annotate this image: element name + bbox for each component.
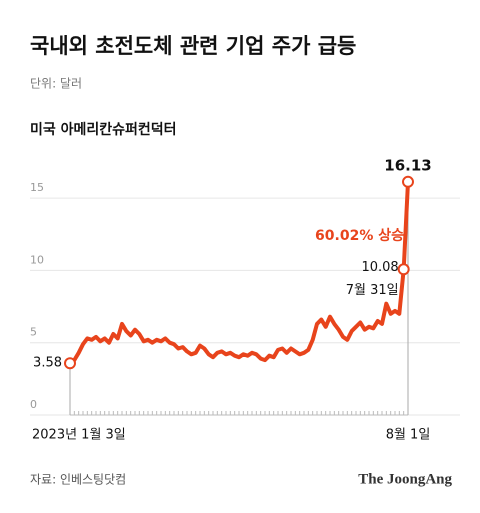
point — [402, 175, 414, 188]
value-label: 3.58 — [33, 356, 62, 371]
subtitle: 단위: 달러 — [30, 77, 82, 91]
value-label: 16.13 — [384, 156, 431, 174]
annotation: 60.02% 상승 — [315, 228, 404, 244]
title: 국내외 초전도체 관련 기업 주가 급등 — [30, 34, 356, 58]
brand: The JoongAng — [358, 471, 452, 487]
point-date: 7월 31일 — [346, 283, 399, 298]
x-tick-label: 8월 1일 — [386, 428, 431, 443]
point — [397, 263, 410, 276]
x-tick-label: 2023년 1월 3일 — [32, 428, 126, 443]
y-tick-label: 0 — [30, 398, 37, 411]
line — [68, 181, 410, 365]
y-tick-label: 15 — [30, 181, 44, 194]
source: 자료: 인베스팅닷컴 — [30, 473, 126, 487]
y-tick-label: 5 — [30, 326, 37, 339]
y-tick-label: 10 — [30, 253, 44, 266]
value-label: 10.08 — [361, 260, 398, 275]
point — [64, 357, 76, 370]
chart-title: 미국 아메리칸슈퍼컨덕터 — [30, 121, 177, 138]
